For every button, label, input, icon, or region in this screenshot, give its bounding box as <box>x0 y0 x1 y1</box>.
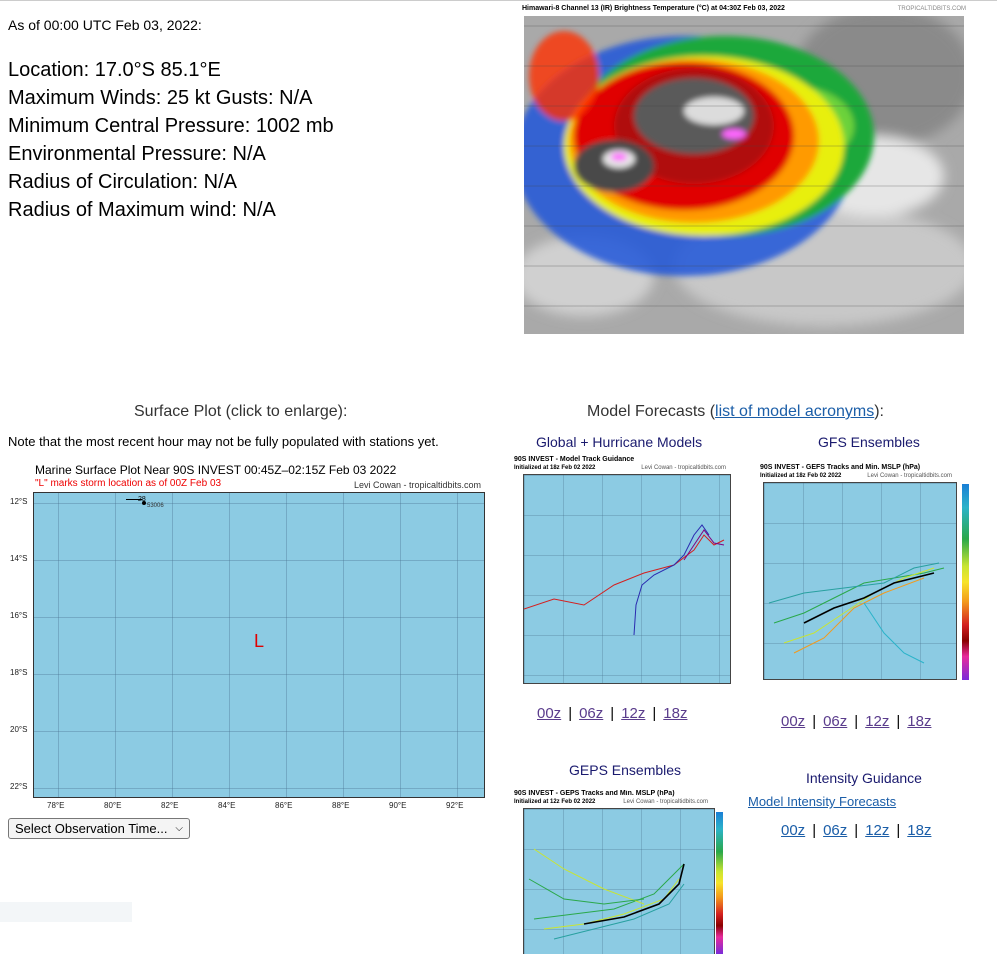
global-run-12z[interactable]: 12z <box>621 705 646 722</box>
storm-radius-max-wind: Radius of Maximum wind: N/A <box>8 199 276 221</box>
satellite-title: Himawari-8 Channel 13 (IR) Brightness Te… <box>522 5 966 12</box>
surface-plot-subtitle: "L" marks storm location as of 00Z Feb 0… <box>35 478 222 489</box>
surface-plot-note: Note that the most recent hour may not b… <box>8 434 439 449</box>
intensity-run-12z[interactable]: 12z <box>865 822 890 839</box>
global-models-heading: Global + Hurricane Models <box>536 434 703 450</box>
global-run-06z[interactable]: 06z <box>579 705 604 722</box>
gfs-ensembles-heading: GFS Ensembles <box>818 434 920 450</box>
as-of-timestamp: As of 00:00 UTC Feb 03, 2022: <box>8 17 202 33</box>
gfs-run-00z[interactable]: 00z <box>781 713 806 730</box>
intensity-run-06z[interactable]: 06z <box>823 822 848 839</box>
geps-ensembles-heading: GEPS Ensembles <box>569 762 682 778</box>
gfs-panel-credit: Levi Cowan - tropicaltidbits.com <box>867 473 952 479</box>
model-acronyms-link[interactable]: list of model acronyms <box>715 403 875 420</box>
storm-pressure: Minimum Central Pressure: 1002 mb <box>8 115 334 137</box>
track-lines <box>524 524 725 636</box>
intensity-run-18z[interactable]: 18z <box>907 822 932 839</box>
station-wind-barb <box>126 499 142 500</box>
geps-track-lines <box>528 848 685 940</box>
model-intensity-forecasts-link[interactable]: Model Intensity Forecasts <box>748 794 897 809</box>
storm-info: Location: 17.0°S 85.1°E Maximum Winds: 2… <box>8 56 334 224</box>
geps-panel-credit: Levi Cowan - tropicaltidbits.com <box>623 799 708 805</box>
geps-panel-map <box>523 808 715 954</box>
gfs-ensembles-image[interactable]: 90S INVEST - GEFS Tracks and Min. MSLP (… <box>756 464 969 686</box>
gfs-panel-subtitle: Initialized at 18z Feb 02 2022 <box>760 473 842 479</box>
faded-watermark <box>0 902 132 922</box>
storm-env-pressure: Environmental Pressure: N/A <box>8 143 266 165</box>
gfs-run-18z[interactable]: 18z <box>907 713 932 730</box>
satellite-image[interactable]: Himawari-8 Channel 13 (IR) Brightness Te… <box>522 4 970 342</box>
satellite-credit: TROPICALTIDBITS.COM <box>897 6 966 12</box>
track-panel-title: 90S INVEST - Model Track Guidance <box>514 456 635 463</box>
surface-plot-title: Marine Surface Plot Near 90S INVEST 00:4… <box>35 463 397 477</box>
storm-location: Location: 17.0°S 85.1°E <box>8 59 221 81</box>
surface-plot-image[interactable]: Marine Surface Plot Near 90S INVEST 00:4… <box>10 463 485 815</box>
track-panel-subtitle: Initialized at 18z Feb 02 2022 <box>514 465 596 471</box>
gfs-run-12z[interactable]: 12z <box>865 713 890 730</box>
geps-panel-subtitle: Initialized at 12z Feb 02 2022 <box>514 799 596 805</box>
global-run-18z[interactable]: 18z <box>663 705 688 722</box>
intensity-run-00z[interactable]: 00z <box>781 822 806 839</box>
geps-colorbar <box>716 812 723 954</box>
ir-imagery <box>524 16 964 334</box>
geps-ensembles-image[interactable]: 90S INVEST - GEPS Tracks and Min. MSLP (… <box>510 790 728 954</box>
global-run-00z[interactable]: 00z <box>537 705 562 722</box>
surface-plot-credit: Levi Cowan - tropicaltidbits.com <box>353 480 481 490</box>
surface-map: 28 53006 L <box>33 492 485 798</box>
track-panel-credit: Levi Cowan - tropicaltidbits.com <box>641 465 726 471</box>
gfs-runs: 00z | 06z | 12z | 18z <box>781 713 932 730</box>
geps-panel-title: 90S INVEST - GEPS Tracks and Min. MSLP (… <box>514 790 675 797</box>
storm-radius-circulation: Radius of Circulation: N/A <box>8 171 237 193</box>
station-id: 53006 <box>147 503 164 509</box>
storm-winds: Maximum Winds: 25 kt Gusts: N/A <box>8 87 313 109</box>
gfs-track-lines <box>768 562 945 664</box>
observation-time-select[interactable]: Select Observation Time... ⌵ <box>8 818 190 839</box>
top-border <box>0 0 997 1</box>
intensity-guidance-heading: Intensity Guidance <box>806 770 922 786</box>
ir-cloud-field <box>524 16 964 334</box>
surface-plot-heading: Surface Plot (click to enlarge): <box>134 403 348 420</box>
storm-location-marker: L <box>254 631 265 651</box>
model-forecasts-heading: Model Forecasts (list of model acronyms)… <box>587 403 884 420</box>
gfs-panel-map <box>763 482 957 680</box>
track-panel-map <box>523 474 731 684</box>
gfs-colorbar <box>962 484 969 680</box>
gfs-run-06z[interactable]: 06z <box>823 713 848 730</box>
chevron-down-icon: ⌵ <box>175 823 183 834</box>
intensity-runs: 00z | 06z | 12z | 18z <box>781 822 932 839</box>
gfs-panel-title: 90S INVEST - GEFS Tracks and Min. MSLP (… <box>760 464 921 471</box>
model-track-guidance-image[interactable]: 90S INVEST - Model Track Guidance Initia… <box>510 456 732 694</box>
global-models-runs: 00z | 06z | 12z | 18z <box>537 705 688 722</box>
station-dot <box>142 501 146 505</box>
